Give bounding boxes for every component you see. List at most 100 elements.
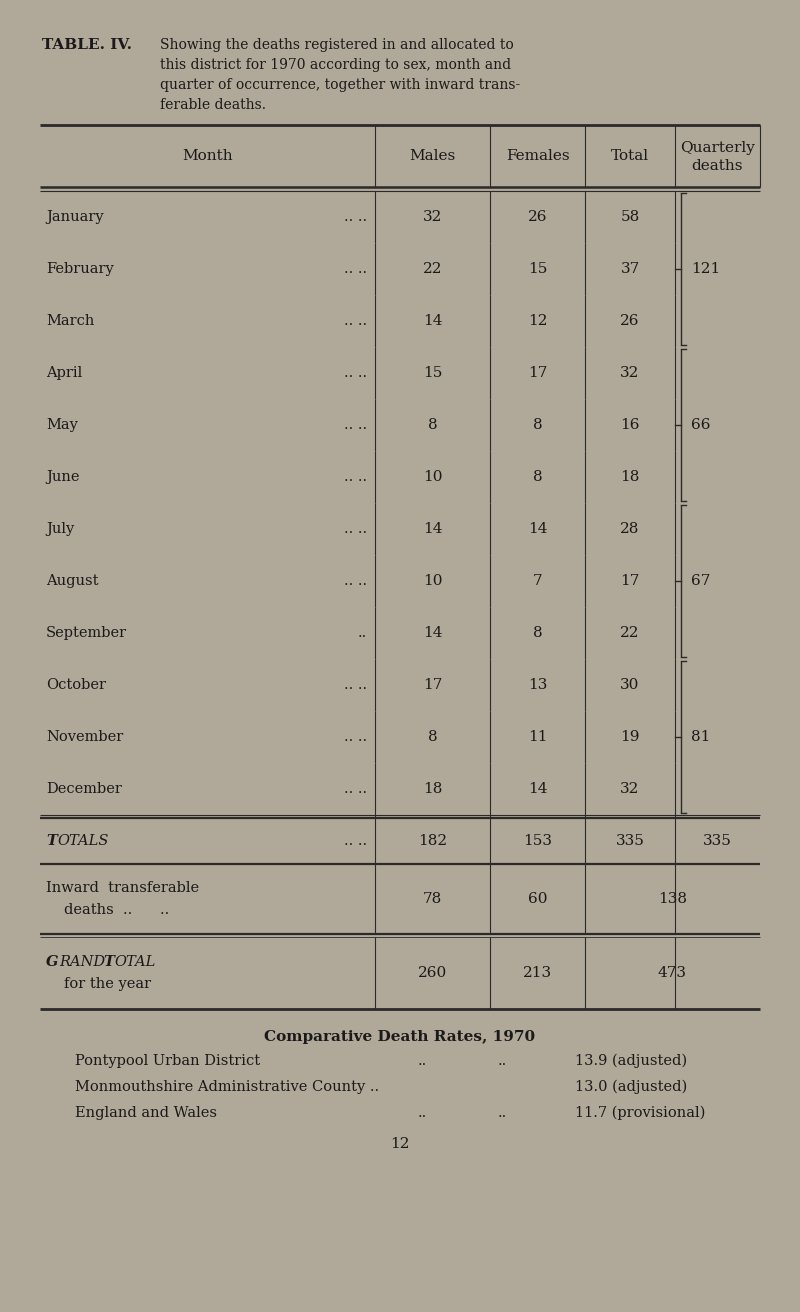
Text: 13: 13 — [528, 678, 547, 691]
Text: 28: 28 — [620, 522, 640, 537]
Text: August: August — [46, 575, 98, 588]
Text: 14: 14 — [422, 626, 442, 640]
Text: January: January — [46, 210, 104, 224]
Text: 16: 16 — [620, 419, 640, 432]
Text: deaths: deaths — [692, 159, 743, 173]
Text: 22: 22 — [422, 262, 442, 276]
Text: .. ..: .. .. — [344, 575, 367, 588]
Text: 30: 30 — [620, 678, 640, 691]
Text: 15: 15 — [423, 366, 442, 380]
Text: .. ..: .. .. — [344, 366, 367, 380]
Text: 335: 335 — [703, 834, 732, 848]
Text: 19: 19 — [620, 729, 640, 744]
Text: this district for 1970 according to sex, month and: this district for 1970 according to sex,… — [160, 58, 511, 72]
Text: Showing the deaths registered in and allocated to: Showing the deaths registered in and all… — [160, 38, 514, 52]
Text: G: G — [46, 955, 58, 970]
Text: .. ..: .. .. — [344, 262, 367, 276]
Text: .. ..: .. .. — [344, 782, 367, 796]
Text: 14: 14 — [422, 522, 442, 537]
Text: September: September — [46, 626, 127, 640]
Text: Monmouthshire Administrative County ..: Monmouthshire Administrative County .. — [75, 1080, 379, 1094]
Text: Quarterly: Quarterly — [680, 140, 755, 155]
Text: T: T — [46, 834, 57, 848]
Text: June: June — [46, 470, 79, 484]
Text: 66: 66 — [691, 419, 710, 432]
Text: 8: 8 — [533, 419, 542, 432]
Text: 32: 32 — [620, 366, 640, 380]
Text: 11: 11 — [528, 729, 547, 744]
Text: 138: 138 — [658, 892, 687, 907]
Text: 14: 14 — [528, 522, 547, 537]
Text: Males: Males — [410, 150, 456, 163]
Text: 12: 12 — [528, 314, 547, 328]
Text: 13.9 (adjusted): 13.9 (adjusted) — [575, 1054, 687, 1068]
Text: England and Wales: England and Wales — [75, 1106, 217, 1120]
Text: 58: 58 — [620, 210, 640, 224]
Text: 335: 335 — [615, 834, 645, 848]
Text: October: October — [46, 678, 106, 691]
Text: T: T — [103, 955, 114, 970]
Text: quarter of occurrence, together with inward trans-: quarter of occurrence, together with inw… — [160, 77, 520, 92]
Text: TABLE. IV.: TABLE. IV. — [42, 38, 132, 52]
Text: 121: 121 — [691, 262, 720, 276]
Text: 8: 8 — [533, 626, 542, 640]
Text: 60: 60 — [528, 892, 547, 907]
Text: 473: 473 — [658, 966, 687, 980]
Text: OTALS: OTALS — [57, 834, 108, 848]
Text: .. ..: .. .. — [344, 678, 367, 691]
Text: Comparative Death Rates, 1970: Comparative Death Rates, 1970 — [265, 1030, 535, 1044]
Text: December: December — [46, 782, 122, 796]
Text: 11.7 (provisional): 11.7 (provisional) — [575, 1106, 706, 1120]
Text: March: March — [46, 314, 94, 328]
Text: 13.0 (adjusted): 13.0 (adjusted) — [575, 1080, 687, 1094]
Text: 26: 26 — [620, 314, 640, 328]
Text: 17: 17 — [620, 575, 640, 588]
Text: 213: 213 — [523, 966, 552, 980]
Text: February: February — [46, 262, 114, 276]
Text: Month: Month — [182, 150, 233, 163]
Text: 8: 8 — [428, 419, 438, 432]
Text: 182: 182 — [418, 834, 447, 848]
Text: RAND: RAND — [59, 955, 110, 970]
Text: .. ..: .. .. — [344, 522, 367, 537]
Text: ferable deaths.: ferable deaths. — [160, 98, 266, 112]
Text: .. ..: .. .. — [344, 210, 367, 224]
Text: OTAL: OTAL — [114, 955, 155, 970]
Text: 37: 37 — [620, 262, 640, 276]
Text: Pontypool Urban District: Pontypool Urban District — [75, 1054, 260, 1068]
Text: ..: .. — [418, 1054, 426, 1068]
Text: 12: 12 — [390, 1138, 410, 1151]
Text: May: May — [46, 419, 78, 432]
Text: deaths  ..      ..: deaths .. .. — [64, 903, 170, 917]
Text: 10: 10 — [422, 470, 442, 484]
Text: 260: 260 — [418, 966, 447, 980]
Text: 10: 10 — [422, 575, 442, 588]
Text: ..: .. — [358, 626, 367, 640]
Text: ..: .. — [498, 1106, 506, 1120]
Text: 18: 18 — [423, 782, 442, 796]
Text: ..: .. — [418, 1106, 426, 1120]
Text: 32: 32 — [620, 782, 640, 796]
Text: Inward  transferable: Inward transferable — [46, 880, 199, 895]
Text: 81: 81 — [691, 729, 710, 744]
Text: 78: 78 — [423, 892, 442, 907]
Text: for the year: for the year — [64, 977, 151, 991]
Text: Females: Females — [506, 150, 570, 163]
Text: 15: 15 — [528, 262, 547, 276]
Text: 14: 14 — [422, 314, 442, 328]
Text: Total: Total — [611, 150, 649, 163]
Text: .. ..: .. .. — [344, 314, 367, 328]
Text: 14: 14 — [528, 782, 547, 796]
Text: ..: .. — [498, 1054, 506, 1068]
Text: 22: 22 — [620, 626, 640, 640]
Text: 32: 32 — [423, 210, 442, 224]
Text: 17: 17 — [423, 678, 442, 691]
Text: 67: 67 — [691, 575, 710, 588]
Text: 8: 8 — [428, 729, 438, 744]
Text: April: April — [46, 366, 82, 380]
Text: 17: 17 — [528, 366, 547, 380]
Text: .. ..: .. .. — [344, 834, 367, 848]
Text: 26: 26 — [528, 210, 547, 224]
Text: 7: 7 — [533, 575, 542, 588]
Text: July: July — [46, 522, 74, 537]
